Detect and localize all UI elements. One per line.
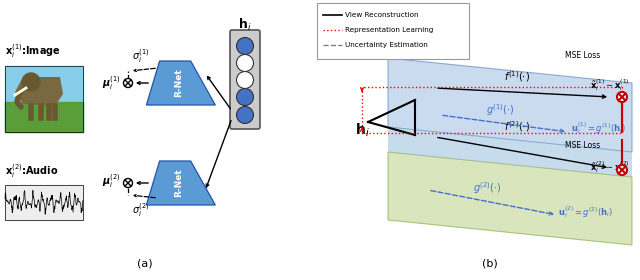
Text: $\mathbf{x}_i^{(1)}$:Image: $\mathbf{x}_i^{(1)}$:Image <box>5 42 61 60</box>
Text: (b): (b) <box>482 258 498 268</box>
Circle shape <box>617 165 627 175</box>
Text: $\mathbf{x}_i^{(2)}$:Audio: $\mathbf{x}_i^{(2)}$:Audio <box>5 162 58 180</box>
FancyBboxPatch shape <box>230 30 260 129</box>
Bar <box>5 66 83 132</box>
Text: $\sigma_i^{(1)}$: $\sigma_i^{(1)}$ <box>132 47 150 65</box>
Text: $\mathbf{h}_i$: $\mathbf{h}_i$ <box>238 17 252 33</box>
Bar <box>5 185 83 220</box>
Circle shape <box>22 73 40 91</box>
Text: $g^{(2)}(\cdot)$: $g^{(2)}(\cdot)$ <box>473 180 501 196</box>
Text: $\boldsymbol{\mu}_i^{(1)}$: $\boldsymbol{\mu}_i^{(1)}$ <box>102 74 121 92</box>
Text: $\boldsymbol{\mu}_i^{(2)}$: $\boldsymbol{\mu}_i^{(2)}$ <box>102 172 121 190</box>
Circle shape <box>124 179 132 188</box>
Circle shape <box>237 106 253 123</box>
Polygon shape <box>147 161 215 205</box>
FancyBboxPatch shape <box>317 3 469 59</box>
Text: MSE Loss: MSE Loss <box>565 141 600 150</box>
Circle shape <box>237 38 253 55</box>
Text: $\mathbf{u}_i^{(2)}=g^{(2)}(\mathbf{h}_i)$: $\mathbf{u}_i^{(2)}=g^{(2)}(\mathbf{h}_i… <box>557 204 612 220</box>
Circle shape <box>237 55 253 71</box>
Text: $\tilde{\mathbf{x}}_i^{(2)}\sim\mathbf{x}_i^{(2)}$: $\tilde{\mathbf{x}}_i^{(2)}\sim\mathbf{x… <box>590 159 630 175</box>
Polygon shape <box>388 152 632 245</box>
Text: $\mathbf{h}_i$: $\mathbf{h}_i$ <box>355 121 369 139</box>
Text: R-Net: R-Net <box>175 69 184 97</box>
Text: $f^{(2)}(\cdot)$: $f^{(2)}(\cdot)$ <box>504 119 530 134</box>
Text: MSE Loss: MSE Loss <box>565 51 600 60</box>
Polygon shape <box>15 77 63 106</box>
Text: R-Net: R-Net <box>175 169 184 197</box>
Text: Uncertainty Estimation: Uncertainty Estimation <box>345 42 428 48</box>
Text: $g^{(1)}(\cdot)$: $g^{(1)}(\cdot)$ <box>486 102 514 118</box>
Circle shape <box>237 88 253 106</box>
Text: $\tilde{\mathbf{x}}_i^{(1)}\sim\mathbf{x}_i^{(1)}$: $\tilde{\mathbf{x}}_i^{(1)}\sim\mathbf{x… <box>590 77 630 93</box>
Circle shape <box>617 92 627 102</box>
Text: View Reconstruction: View Reconstruction <box>345 12 419 18</box>
Text: $\mathbf{u}_i^{(1)}=g^{(1)}(\mathbf{h}_i)$: $\mathbf{u}_i^{(1)}=g^{(1)}(\mathbf{h}_i… <box>570 120 625 136</box>
Text: Representation Learning: Representation Learning <box>345 27 433 33</box>
Text: $\sigma_i^{(2)}$: $\sigma_i^{(2)}$ <box>132 201 150 219</box>
Bar <box>5 66 83 132</box>
Text: $f^{(1)}(\cdot)$: $f^{(1)}(\cdot)$ <box>504 69 530 84</box>
Bar <box>5 102 83 132</box>
Circle shape <box>237 71 253 88</box>
Text: (a): (a) <box>137 258 153 268</box>
Circle shape <box>124 78 132 88</box>
Polygon shape <box>388 127 632 177</box>
Polygon shape <box>147 61 215 105</box>
Polygon shape <box>388 58 632 152</box>
Bar <box>5 185 83 220</box>
